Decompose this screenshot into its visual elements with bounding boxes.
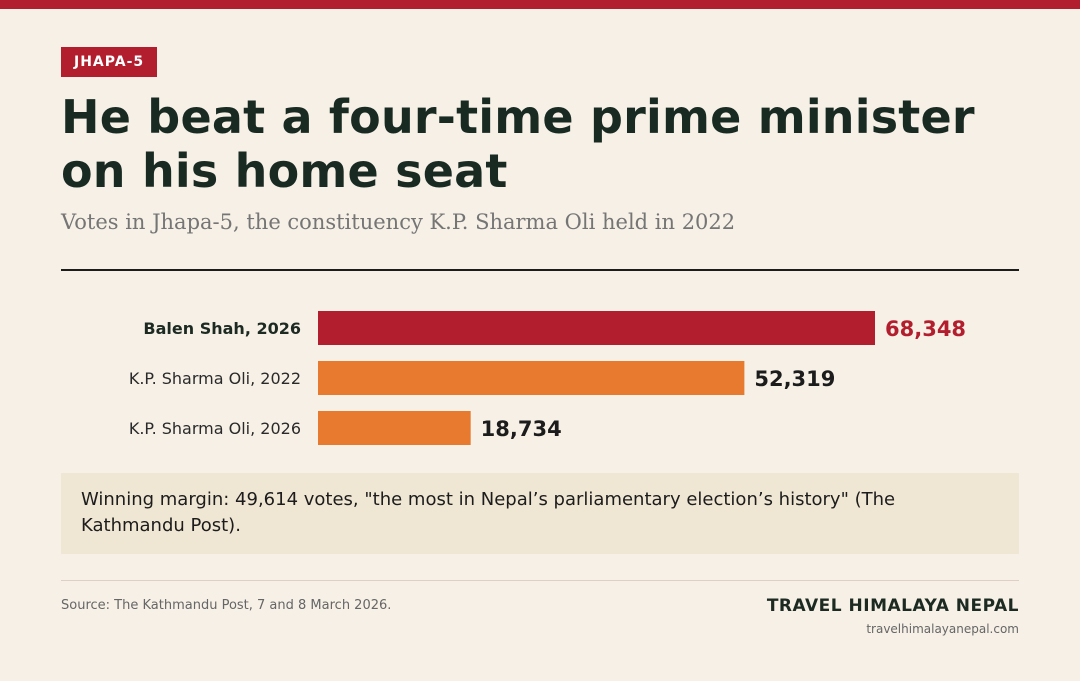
category-label: Balen Shah, 2026 — [143, 319, 301, 338]
constituency-tag: JHAPA-5 — [61, 47, 158, 77]
value-label: 18,734 — [481, 417, 562, 441]
category-label: K.P. Sharma Oli, 2026 — [129, 419, 301, 438]
bar — [318, 361, 745, 395]
top-accent-bar — [0, 0, 1080, 9]
source-note: Source: The Kathmandu Post, 7 and 8 Marc… — [61, 598, 392, 613]
title-line-1: He beat a four-time prime minister — [61, 90, 975, 144]
value-label: 52,319 — [754, 367, 835, 391]
chart-subtitle: Votes in Jhapa-5, the constituency K.P. … — [61, 210, 736, 234]
header-divider — [61, 269, 1019, 271]
category-label: K.P. Sharma Oli, 2022 — [129, 369, 301, 388]
bar — [318, 411, 471, 445]
value-label: 68,348 — [885, 317, 966, 341]
bar — [318, 311, 875, 345]
footer-divider — [61, 580, 1019, 581]
title-line-2: on his home seat — [61, 144, 508, 198]
margin-callout: Winning margin: 49,614 votes, "the most … — [61, 473, 1019, 554]
page-title: He beat a four-time prime minister on his… — [61, 90, 1021, 198]
brand-name: TRAVEL HIMALAYA NEPAL — [766, 596, 1019, 616]
brand-url: travelhimalayanepal.com — [866, 622, 1019, 636]
bar-chart: Balen Shah, 2026 68,348 K.P. Sharma Oli, 2… — [129, 311, 966, 445]
